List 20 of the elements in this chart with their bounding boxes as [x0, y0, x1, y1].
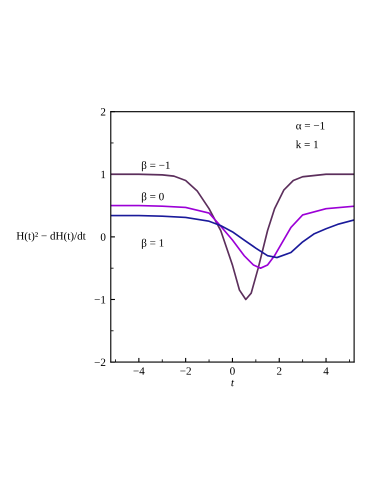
y-tick-label: −1 — [94, 296, 106, 304]
annotation: k = 1 — [296, 140, 318, 148]
line-series — [110, 214, 354, 258]
y-tick-label: 0 — [100, 233, 106, 241]
x-axis-title: t — [231, 380, 234, 386]
x-tick-label: −2 — [180, 367, 191, 375]
line-series — [110, 173, 354, 300]
x-tick-label: 0 — [230, 367, 235, 375]
x-tick-label: −4 — [134, 367, 145, 375]
line-series — [110, 204, 354, 270]
y-axis-title: H(t)² − dH(t)/dt — [16, 232, 86, 242]
text: β = 1 — [142, 238, 164, 249]
series-label: β = 0 — [142, 192, 164, 203]
y-tick-label: 1 — [101, 170, 106, 178]
y-tick-label: −2 — [94, 358, 106, 366]
x-tick-label: 4 — [323, 367, 329, 375]
series-label: β = −1 — [142, 161, 170, 172]
x-tick-label: 2 — [276, 367, 282, 375]
y-tick-label: 2 — [100, 108, 106, 116]
annotation: α = −1 — [296, 122, 325, 130]
